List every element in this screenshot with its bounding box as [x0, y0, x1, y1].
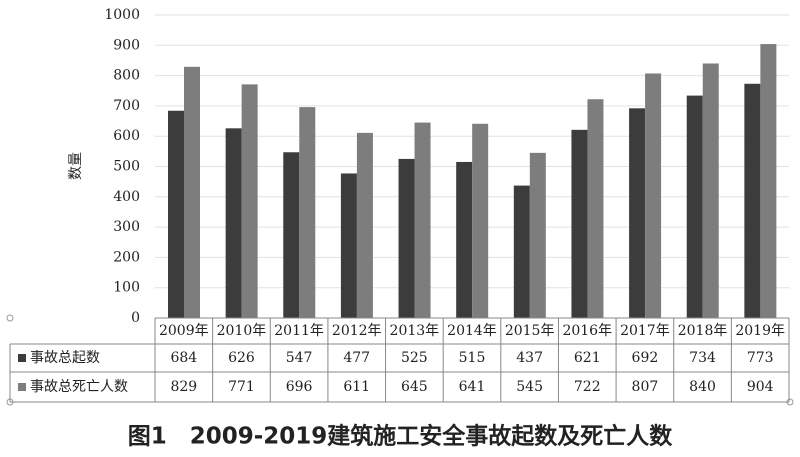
- y-tick-label: 600: [113, 128, 140, 144]
- bar: [472, 123, 489, 318]
- chart-title: 图1 2009-2019建筑施工安全事故起数及死亡人数: [128, 423, 674, 450]
- y-tick-label: 100: [113, 280, 140, 296]
- table-value: 611: [343, 379, 370, 395]
- bar: [645, 73, 662, 318]
- x-tick-label: 2013年: [390, 323, 440, 339]
- table-value: 547: [286, 350, 313, 366]
- x-tick-label: 2014年: [447, 323, 497, 339]
- y-tick-label: 700: [113, 98, 140, 114]
- bar: [356, 132, 373, 318]
- bar: [414, 122, 431, 318]
- table-value: 722: [574, 379, 601, 395]
- y-tick-label: 200: [113, 249, 140, 265]
- y-tick-label: 500: [113, 159, 140, 175]
- table-value: 807: [632, 379, 659, 395]
- x-tick-label: 2017年: [620, 323, 670, 339]
- x-tick-label: 2010年: [217, 323, 267, 339]
- bar: [456, 161, 473, 318]
- x-tick-label: 2018年: [678, 323, 728, 339]
- bar: [686, 95, 703, 319]
- table-value: 437: [516, 350, 543, 366]
- bar: [744, 83, 761, 318]
- bar: [340, 173, 357, 318]
- table-value: 771: [228, 379, 255, 395]
- bar: [629, 108, 646, 318]
- bar: [241, 84, 258, 319]
- table-value: 692: [632, 350, 659, 366]
- bar: [529, 152, 546, 318]
- x-tick-label: 2009年: [159, 323, 209, 339]
- bar: [299, 107, 316, 318]
- table-value: 645: [401, 379, 428, 395]
- table-value: 829: [170, 379, 197, 395]
- bar: [283, 152, 300, 318]
- table-value: 545: [516, 379, 543, 395]
- y-tick-label: 1000: [104, 7, 140, 23]
- table-value: 621: [574, 350, 601, 366]
- table-value: 525: [401, 350, 428, 366]
- legend-swatch: [18, 383, 26, 391]
- table-value: 626: [228, 350, 255, 366]
- bar: [702, 63, 719, 319]
- y-tick-label: 800: [113, 68, 140, 84]
- y-tick-label: 0: [131, 310, 140, 326]
- bar: [587, 99, 604, 318]
- bar: [571, 129, 588, 318]
- table-value: 696: [286, 379, 313, 395]
- bar: [225, 128, 242, 318]
- x-tick-label: 2011年: [274, 323, 324, 339]
- bar: [398, 158, 415, 318]
- bar: [184, 66, 200, 318]
- y-tick-label: 400: [113, 189, 140, 205]
- x-tick-label: 2016年: [562, 323, 612, 339]
- table-value: 477: [343, 350, 370, 366]
- x-tick-label: 2019年: [735, 323, 785, 339]
- x-tick-label: 2012年: [332, 323, 382, 339]
- y-tick-label: 300: [113, 219, 140, 235]
- table-value: 641: [459, 379, 486, 395]
- handle: [6, 314, 14, 322]
- y-axis-label: 数量: [68, 152, 84, 180]
- table-value: 904: [747, 379, 774, 395]
- table-value: 734: [689, 350, 716, 366]
- table-value: 773: [747, 350, 774, 366]
- legend-swatch: [18, 354, 26, 362]
- legend-label: 事故总死亡人数: [30, 379, 128, 395]
- table-value: 840: [689, 379, 716, 395]
- y-tick-label: 900: [113, 37, 140, 53]
- table-value: 515: [459, 350, 486, 366]
- bar: [168, 110, 184, 318]
- bar: [760, 44, 777, 318]
- table-value: 684: [170, 350, 197, 366]
- x-tick-label: 2015年: [505, 323, 555, 339]
- bar: [513, 185, 530, 318]
- legend-label: 事故总起数: [30, 350, 100, 366]
